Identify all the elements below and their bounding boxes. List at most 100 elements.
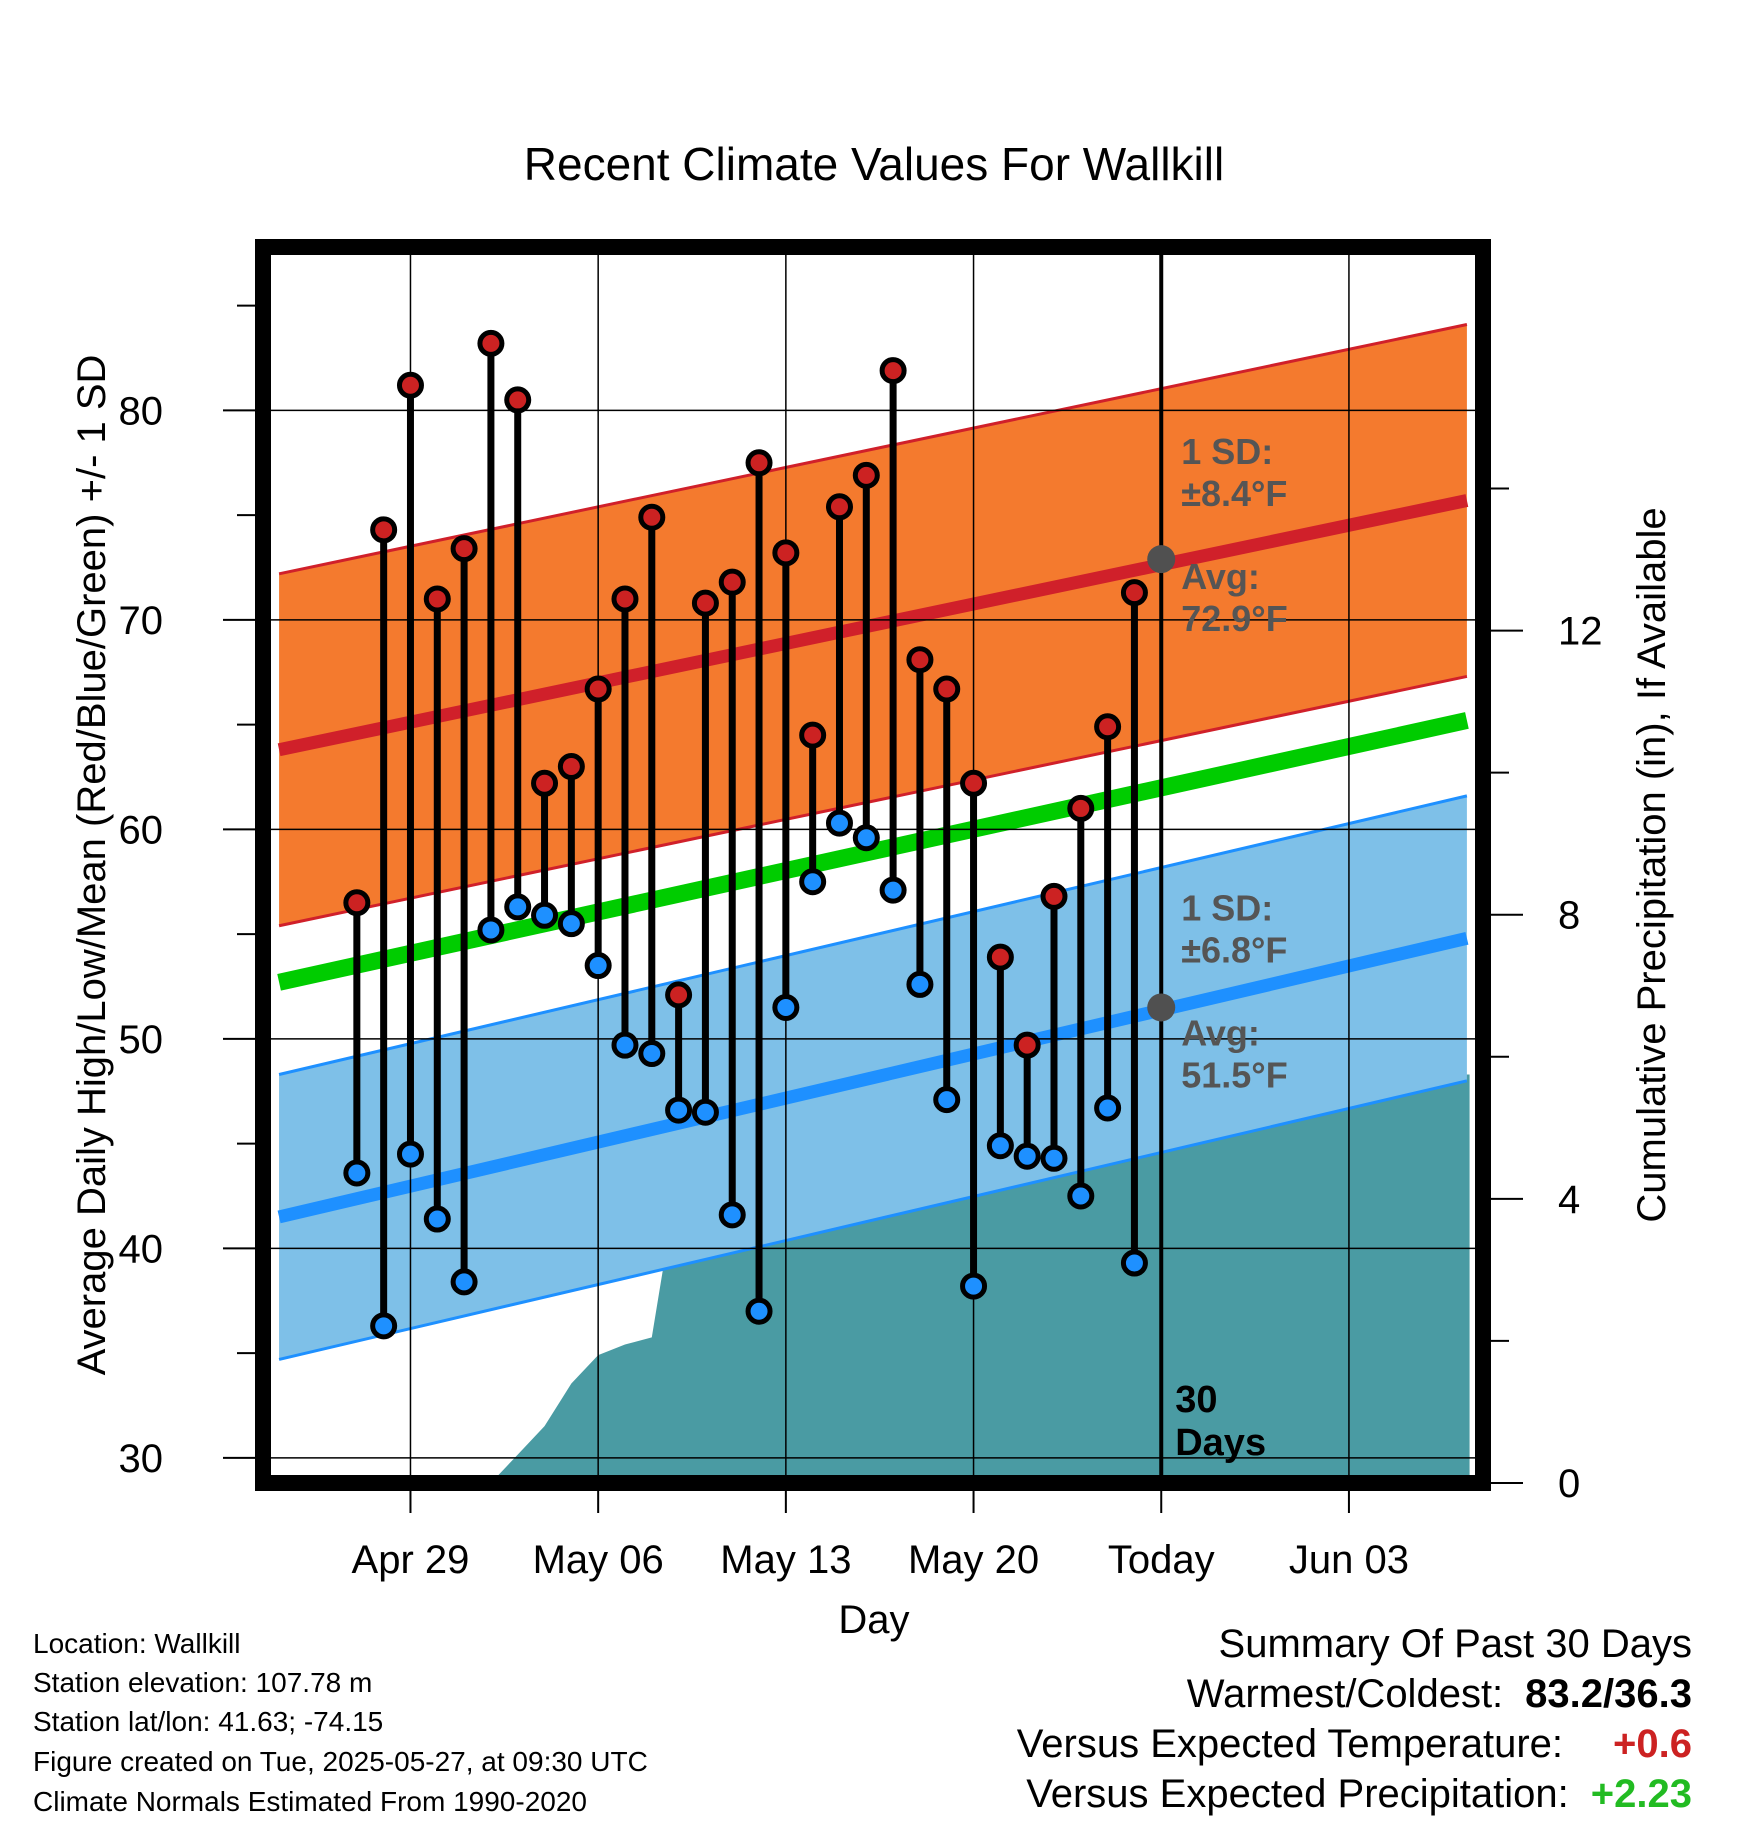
daily-low-point xyxy=(1094,1094,1122,1122)
daily-high-point xyxy=(504,386,532,414)
summary-temp: Versus Expected Temperature: +0.6 xyxy=(1017,1722,1692,1767)
daily-low-point xyxy=(906,970,934,998)
daily-low-point xyxy=(986,1132,1014,1160)
summary-warm-cold: Warmest/Coldest: 83.2/36.3 xyxy=(1187,1672,1692,1717)
daily-high-point xyxy=(531,769,559,797)
daily-high-point xyxy=(557,753,585,781)
y-tick-label-left: 30 xyxy=(119,1437,164,1481)
daily-high-point xyxy=(799,721,827,749)
low-sd-value: ±6.8°F xyxy=(1181,929,1287,970)
y-tick-label-right: 12 xyxy=(1558,610,1603,654)
daily-low-point xyxy=(1013,1142,1041,1170)
daily-high-point xyxy=(477,329,505,357)
low-avg-title: Avg: xyxy=(1181,1012,1260,1053)
daily-low-point xyxy=(933,1086,961,1114)
daily-low-point xyxy=(799,868,827,896)
low-sd-band-upper-edge xyxy=(278,794,1468,1076)
daily-low-point xyxy=(1067,1182,1095,1210)
summary-title-text: Summary Of Past 30 Days xyxy=(1218,1622,1692,1666)
daily-low-point xyxy=(531,901,559,929)
daily-high-point xyxy=(1067,794,1095,822)
x-axis-label: Day xyxy=(838,1598,909,1642)
station-latlon: Station lat/lon: 41.63; -74.15 xyxy=(33,1706,384,1737)
climate-normals-period: Climate Normals Estimated From 1990-2020 xyxy=(33,1786,587,1817)
normal-low-line xyxy=(277,931,1469,1224)
high-sd-title: 1 SD: xyxy=(1181,431,1273,472)
daily-high-point xyxy=(1040,882,1068,910)
daily-high-point xyxy=(852,461,880,489)
daily-high-point xyxy=(933,675,961,703)
x-tick-label: Apr 29 xyxy=(352,1538,470,1582)
temp-vs-expected-value: +0.6 xyxy=(1613,1722,1692,1766)
y-tick-label-right: 8 xyxy=(1558,894,1580,938)
days-count-label: 30 xyxy=(1175,1379,1217,1421)
x-tick-label: May 13 xyxy=(720,1538,851,1582)
warm-cold-value: 83.2/36.3 xyxy=(1525,1672,1692,1716)
daily-low-point xyxy=(718,1201,746,1229)
daily-low-point xyxy=(370,1312,398,1340)
high-sd-value: ±8.4°F xyxy=(1181,473,1287,514)
daily-low-point xyxy=(879,876,907,904)
daily-low-point xyxy=(960,1272,988,1300)
daily-high-point xyxy=(343,889,371,917)
daily-low-point xyxy=(450,1268,478,1296)
daily-low-point xyxy=(1040,1144,1068,1172)
daily-low-point xyxy=(477,916,505,944)
precip-vs-expected-value: +2.23 xyxy=(1590,1772,1692,1816)
temp-vs-expected-label: Versus Expected Temperature: xyxy=(1016,1722,1564,1766)
summary-title: Summary Of Past 30 Days xyxy=(1219,1622,1692,1667)
daily-high-point xyxy=(718,568,746,596)
daily-high-point xyxy=(638,503,666,531)
normal-mean-line xyxy=(277,712,1469,991)
y-tick-label-left: 50 xyxy=(119,1018,164,1062)
daily-low-point xyxy=(745,1297,773,1325)
daily-low-point xyxy=(584,952,612,980)
high-sd-band-upper-edge xyxy=(278,323,1468,576)
daily-low-point xyxy=(691,1098,719,1126)
daily-low-point xyxy=(825,809,853,837)
high-avg-title: Avg: xyxy=(1181,556,1260,597)
low-avg-value: 51.5°F xyxy=(1181,1054,1287,1095)
station-elevation: Station elevation: 107.78 m xyxy=(33,1667,373,1698)
normal-high-line xyxy=(277,494,1469,757)
daily-low-point xyxy=(396,1140,424,1168)
daily-bars-layer xyxy=(343,329,1148,1340)
daily-high-point xyxy=(1013,1031,1041,1059)
y-tick-label-left: 80 xyxy=(119,389,164,433)
y-tick-label-left: 40 xyxy=(119,1227,164,1271)
daily-high-point xyxy=(1094,713,1122,741)
x-tick-label: Jun 03 xyxy=(1289,1538,1409,1582)
y-tick-label-left: 70 xyxy=(119,599,164,643)
today-avg-low-dot xyxy=(1147,993,1176,1022)
low-sd-band-lower-edge xyxy=(278,1079,1468,1361)
daily-high-point xyxy=(611,585,639,613)
daily-high-point xyxy=(745,449,773,477)
daily-high-point xyxy=(423,585,451,613)
station-location: Location: Wallkill xyxy=(33,1628,241,1659)
warm-cold-label: Warmest/Coldest: xyxy=(1186,1672,1504,1716)
daily-high-point xyxy=(825,493,853,521)
daily-low-point xyxy=(504,893,532,921)
daily-low-point xyxy=(772,993,800,1021)
daily-high-point xyxy=(691,589,719,617)
y-tick-label-right: 4 xyxy=(1558,1178,1580,1222)
daily-high-point xyxy=(772,539,800,567)
x-tick-label: May 20 xyxy=(908,1538,1039,1582)
y-axis-label-left: Average Daily High/Low/Mean (Red/Blue/Gr… xyxy=(70,355,114,1376)
high-sd-band-lower-edge xyxy=(278,674,1468,928)
daily-high-point xyxy=(879,357,907,385)
daily-high-point xyxy=(906,646,934,674)
daily-high-point xyxy=(1120,579,1148,607)
daily-low-point xyxy=(557,910,585,938)
axes-layer: Apr 29 May 06 May 13 May 20 Today Jun 0330405… xyxy=(119,304,1603,1582)
precip-vs-expected-label: Versus Expected Precipitation: xyxy=(1026,1772,1569,1816)
days-word-label: Days xyxy=(1175,1422,1266,1464)
low-sd-title: 1 SD: xyxy=(1181,887,1273,928)
summary-precip: Versus Expected Precipitation: +2.23 xyxy=(1026,1772,1692,1817)
figure-created: Figure created on Tue, 2025-05-27, at 09… xyxy=(33,1746,648,1777)
x-tick-label: May 06 xyxy=(533,1538,664,1582)
today-avg-high-dot xyxy=(1147,545,1176,574)
daily-low-point xyxy=(343,1159,371,1187)
daily-low-point xyxy=(638,1040,666,1068)
daily-high-point xyxy=(960,769,988,797)
